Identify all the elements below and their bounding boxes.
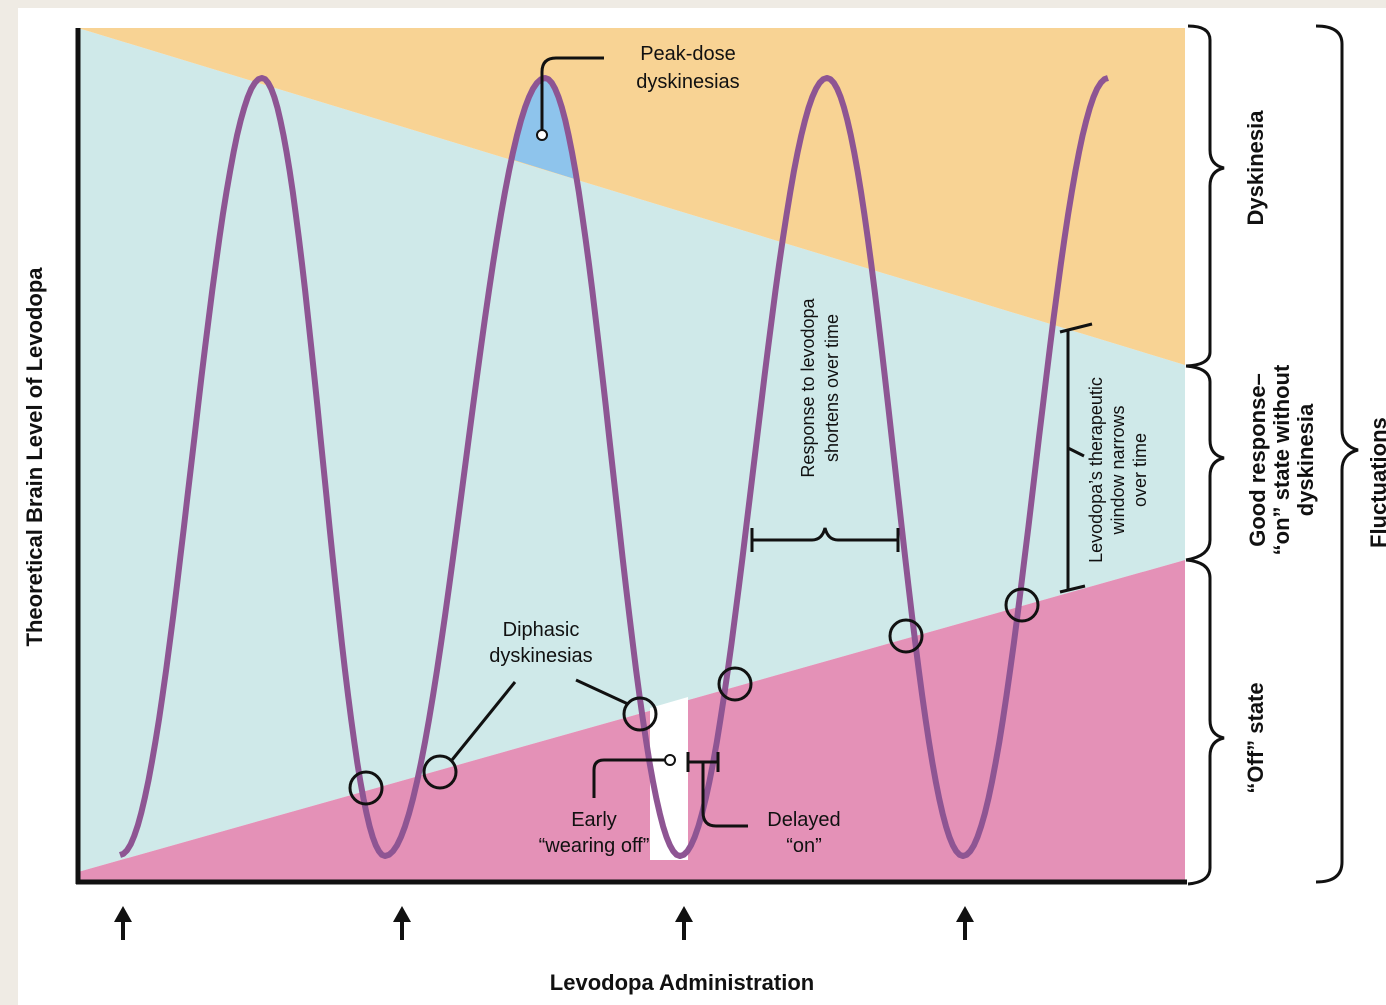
diphasic-leader	[575, 678, 629, 706]
peak-dose-leader	[540, 56, 604, 135]
svg-text:window narrows: window narrows	[1108, 405, 1128, 535]
good-response-zone-label: Good response– “on” state without dyskin…	[1245, 364, 1318, 555]
peak-dose-label: Peak-dose	[640, 43, 736, 65]
y-axis-label: Theoretical Brain Level of Levodopa	[22, 267, 47, 647]
response-shortens-label: Response to levodopa shortens over time	[798, 297, 842, 477]
peak-dose-marker	[536, 129, 548, 141]
good-response-zone	[78, 28, 1185, 872]
early-wearing-off-label: Early	[571, 809, 617, 831]
early-wearing-off-label-line2: “wearing off”	[539, 835, 650, 857]
diphasic-leader	[450, 681, 517, 761]
svg-text:Response to levodopa: Response to levodopa	[798, 297, 818, 477]
diphasic-label: Diphasic	[503, 619, 580, 641]
dyskinesia-zone	[78, 28, 1185, 365]
early-wearing-off-leader	[592, 758, 670, 798]
threshold-crossing-marker	[888, 618, 924, 654]
response-shortens-bracket	[750, 527, 900, 552]
dose-arrow	[114, 906, 132, 940]
threshold-crossing-marker	[422, 754, 458, 790]
threshold-crossing-marker	[717, 666, 753, 702]
dose-arrow	[675, 906, 693, 940]
delayed-on-label-line2: “on”	[786, 835, 822, 857]
fluctuations-label: Fluctuations	[1366, 417, 1386, 548]
svg-text:over time: over time	[1130, 433, 1150, 507]
early-wearing-off-marker	[664, 754, 676, 766]
peak-dose-label-line2: dyskinesias	[636, 71, 739, 93]
threshold-crossing-marker	[622, 696, 658, 732]
fluctuations-brace	[1315, 24, 1359, 884]
off-state-brace	[1185, 558, 1225, 886]
therapeutic-window-label: Levodopa’s therapeutic window narrows ov…	[1086, 377, 1150, 563]
dose-arrow	[956, 906, 974, 940]
peak-dose-dyskinesia-area	[514, 78, 578, 180]
svg-text:Levodopa’s therapeutic: Levodopa’s therapeutic	[1086, 377, 1106, 563]
levodopa-level-curve	[119, 75, 1109, 859]
svg-text:“on” state without: “on” state without	[1269, 364, 1294, 555]
therapeutic-window-bracket	[1059, 322, 1093, 594]
svg-text:dyskinesia: dyskinesia	[1293, 403, 1318, 516]
threshold-crossing-marker	[348, 770, 384, 806]
diphasic-label-line2: dyskinesias	[489, 645, 592, 667]
dose-arrow	[393, 906, 411, 940]
good-response-brace	[1185, 364, 1225, 562]
svg-text:Good response–: Good response–	[1245, 373, 1270, 547]
off-state-zone-label: “Off” state	[1243, 682, 1268, 793]
svg-text:shortens over time: shortens over time	[822, 314, 842, 462]
off-state-zone	[78, 560, 1185, 882]
delayed-on-label: Delayed	[767, 809, 840, 831]
dyskinesia-zone-label: Dyskinesia	[1243, 110, 1268, 226]
threshold-crossing-marker	[1004, 587, 1040, 623]
delayed-on-leader	[701, 762, 748, 828]
dyskinesia-brace	[1185, 24, 1225, 368]
x-axis-label: Levodopa Administration	[550, 970, 814, 995]
